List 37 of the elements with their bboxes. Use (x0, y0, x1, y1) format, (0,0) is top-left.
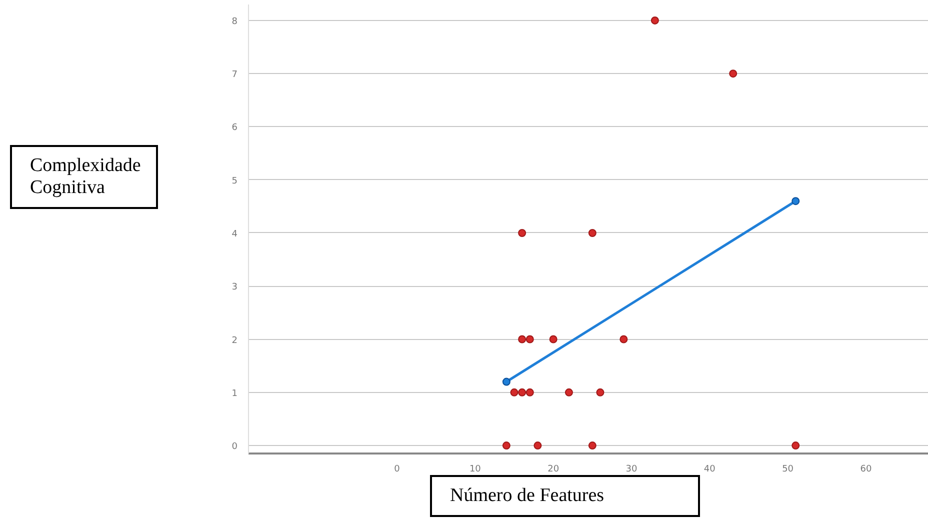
x-tick-label: 60 (860, 464, 872, 474)
point (518, 335, 526, 344)
point (588, 442, 596, 450)
x-tick-label: 10 (469, 464, 482, 474)
y-tick-label: 1 (232, 388, 238, 399)
point (596, 388, 604, 396)
x-tick-label: 0 (394, 464, 400, 474)
point (518, 228, 526, 237)
point (620, 335, 628, 344)
point (526, 388, 534, 396)
point (502, 442, 510, 450)
point (510, 388, 518, 396)
point (729, 70, 738, 78)
y-tick-label: 3 (232, 282, 238, 293)
point (549, 335, 558, 344)
point (792, 197, 800, 206)
y-tick-label: 2 (232, 336, 238, 346)
point (518, 388, 526, 396)
point (526, 335, 534, 344)
y-tick-label: 6 (232, 123, 238, 134)
x-axis-title: Número de Features (450, 485, 604, 507)
point (534, 442, 542, 450)
point (792, 442, 800, 450)
point (588, 228, 596, 237)
point (650, 16, 659, 24)
y-tick-label: 7 (232, 70, 238, 80)
y-tick-label: 0 (232, 442, 238, 452)
y-axis-title: Complexidade Cognitiva (30, 155, 141, 199)
x-tick-label: 40 (704, 464, 716, 474)
x-tick-label: 30 (626, 464, 638, 474)
x-tick-label: 50 (782, 464, 794, 474)
point (502, 378, 510, 386)
y-tick-label: 8 (232, 16, 238, 27)
point (564, 388, 573, 396)
y-tick-label: 5 (232, 176, 238, 186)
x-tick-label: 20 (548, 464, 560, 474)
y-tick-label: 4 (232, 229, 238, 240)
